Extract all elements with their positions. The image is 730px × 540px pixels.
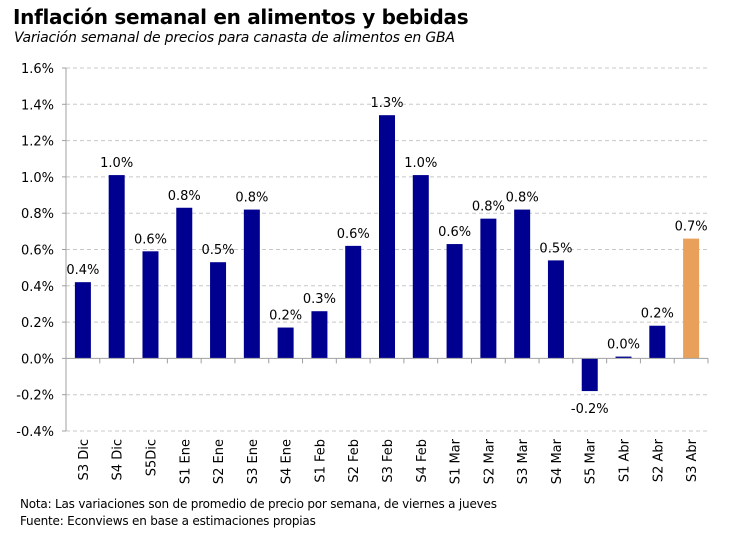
y-tick-label: 0.0% — [21, 352, 54, 367]
x-tick-label: S2 Abr — [651, 438, 666, 482]
x-tick-label: S3 Feb — [381, 439, 396, 483]
y-tick-label: 0.4% — [21, 280, 54, 295]
y-tick-label: 1.4% — [21, 98, 54, 113]
footer-source: Fuente: Econviews en base a estimaciones… — [20, 514, 316, 528]
chart-subtitle: Variación semanal de precios para canast… — [14, 30, 455, 46]
data-label: 0.2% — [641, 307, 674, 322]
data-label: 1.0% — [100, 156, 133, 171]
x-tick-label: S4 Ene — [280, 439, 295, 484]
bar-s5-mar — [581, 358, 598, 392]
bar-s2-feb — [345, 245, 362, 359]
x-tick-label: S4 Feb — [415, 439, 430, 483]
bar-s1-mar — [446, 244, 463, 359]
x-tick-label: S3 Abr — [685, 438, 700, 482]
bar-s1-abr — [615, 356, 632, 359]
gridlines — [66, 67, 708, 432]
x-tick-label: S1 Mar — [449, 438, 464, 484]
footer-note: Nota: Las variaciones son de promedio de… — [20, 497, 497, 511]
data-label: 0.6% — [438, 225, 471, 240]
y-tick-label: -0.2% — [16, 389, 54, 404]
bar-s3-mar — [514, 209, 531, 359]
data-label: -0.2% — [571, 402, 609, 417]
x-tick-label: S1 Feb — [313, 439, 328, 483]
bars — [74, 115, 700, 392]
bar-s3-abr — [683, 238, 700, 359]
y-tick-label: 0.2% — [21, 316, 54, 331]
x-tick-label: S1 Abr — [618, 438, 633, 482]
x-tick-label: S4 Mar — [550, 438, 565, 484]
data-label: 0.6% — [337, 227, 370, 242]
chart-title: Inflación semanal en alimentos y bebidas — [13, 5, 469, 29]
data-labels: 0.4%1.0%0.6%0.8%0.5%0.8%0.2%0.3%0.6%1.3%… — [66, 96, 707, 417]
y-axis-ticks: -0.4% -0.2% 0.0% 0.2% 0.4% 0.6% 0.8% 1.0% 1.2% 1.… — [16, 62, 54, 440]
x-tick-label: S2 Feb — [347, 439, 362, 483]
bar-s4-feb — [412, 175, 429, 359]
data-label: 0.5% — [202, 243, 235, 258]
bar-s5dic — [142, 251, 159, 359]
y-tick-label: 0.6% — [21, 244, 54, 259]
x-tick-label: S1 Ene — [178, 439, 193, 484]
x-axis-ticks: S3 Dic S4 Dic S5Dic S1 Ene S2 Ene S3 Ene S4 En… — [77, 438, 700, 484]
data-label: 0.4% — [66, 263, 99, 278]
data-label: 0.8% — [472, 200, 505, 215]
data-label: 0.8% — [506, 191, 539, 206]
x-tick-label: S3 Dic — [77, 439, 92, 480]
y-tick-label: 1.0% — [21, 171, 54, 186]
y-tick-label: -0.4% — [16, 425, 54, 440]
y-tick-label: 0.8% — [21, 207, 54, 222]
axes — [62, 67, 709, 432]
y-tick-label: 1.6% — [21, 62, 54, 77]
data-label: 0.8% — [168, 189, 201, 204]
bar-s4-ene — [277, 327, 294, 359]
data-label: 0.7% — [675, 220, 708, 235]
x-tick-label: S3 Ene — [246, 439, 261, 484]
data-label: 0.8% — [235, 191, 268, 206]
bar-s4-dic — [108, 175, 125, 359]
bar-s4-mar — [547, 260, 564, 359]
x-tick-label: S2 Ene — [212, 439, 227, 484]
x-tick-label: S5 Mar — [584, 438, 599, 484]
y-tick-label: 1.2% — [21, 135, 54, 150]
data-label: 0.2% — [269, 309, 302, 324]
bar-s3-ene — [243, 209, 260, 359]
x-tick-label: S4 Dic — [111, 439, 126, 480]
x-tick-label: S5Dic — [144, 439, 159, 476]
data-label: 0.6% — [134, 232, 167, 247]
data-label: 1.3% — [370, 96, 403, 111]
bar-s2-ene — [210, 262, 227, 359]
bar-s1-ene — [176, 207, 193, 359]
data-label: 0.0% — [607, 338, 640, 353]
bar-s2-mar — [480, 218, 497, 359]
bar-s2-abr — [649, 325, 666, 359]
bar-s3-feb — [379, 115, 395, 359]
bar-s3-dic — [74, 282, 91, 359]
data-label: 0.5% — [539, 241, 572, 256]
x-tick-label: S3 Mar — [516, 438, 531, 484]
data-label: 0.3% — [303, 292, 336, 307]
bar-s1-feb — [311, 311, 328, 359]
data-label: 1.0% — [404, 156, 437, 171]
x-tick-label: S2 Mar — [482, 438, 497, 484]
